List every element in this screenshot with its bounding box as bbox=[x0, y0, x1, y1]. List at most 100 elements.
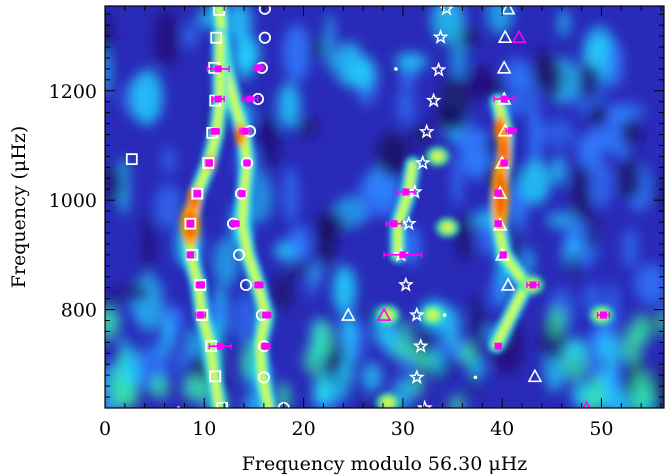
heatmap-patch bbox=[400, 319, 411, 342]
heatmap-patch bbox=[567, 252, 582, 280]
heatmap-patch bbox=[186, 327, 201, 359]
fitted-frequency-marker bbox=[494, 342, 502, 350]
x-tick-label: 10 bbox=[192, 418, 216, 440]
heatmap-patch bbox=[153, 10, 180, 67]
fitted-frequency-marker bbox=[390, 220, 398, 228]
fitted-frequency-marker bbox=[494, 220, 502, 228]
square-marker bbox=[194, 279, 207, 291]
x-tick-label: 50 bbox=[589, 418, 613, 440]
power-ridge bbox=[395, 162, 415, 257]
heatmap-patch bbox=[558, 9, 570, 37]
x-tick-label: 20 bbox=[291, 418, 315, 440]
heatmap-patch bbox=[233, 34, 260, 73]
triangle-marker bbox=[500, 6, 516, 15]
heatmap-patch bbox=[458, 341, 478, 366]
heatmap-patch bbox=[105, 47, 112, 97]
square-marker bbox=[184, 217, 197, 230]
heatmap-patch bbox=[205, 301, 226, 320]
square-marker bbox=[216, 402, 229, 408]
heatmap-patch bbox=[283, 166, 299, 223]
power-spot bbox=[426, 310, 439, 321]
triangle-marker bbox=[527, 368, 543, 383]
x-axis: 0 10 20 30 40 50 bbox=[99, 6, 662, 440]
fitted-frequency-marker bbox=[241, 127, 249, 135]
power-heatmap bbox=[105, 6, 664, 408]
square-marker bbox=[125, 153, 138, 166]
square-marker bbox=[191, 187, 204, 200]
heatmap-patch bbox=[542, 57, 564, 99]
heatmap-patch bbox=[361, 362, 383, 392]
heatmap-patch bbox=[400, 69, 416, 89]
circle-marker bbox=[240, 156, 254, 170]
heatmap-patch bbox=[161, 315, 172, 357]
heatmap-patch bbox=[488, 277, 506, 311]
star-marker bbox=[412, 337, 429, 353]
fitted-frequency-marker bbox=[499, 251, 507, 259]
heatmap-patch bbox=[634, 263, 664, 305]
heatmap-patch bbox=[466, 65, 495, 100]
heatmap-patch bbox=[396, 87, 416, 126]
heatmap-patch bbox=[552, 154, 566, 186]
heatmap-patch bbox=[470, 294, 485, 344]
heatmap-patch bbox=[142, 214, 155, 275]
heatmap-patch bbox=[565, 337, 585, 363]
heatmap-patch bbox=[605, 41, 624, 88]
star-marker bbox=[418, 123, 435, 139]
heatmap-patch bbox=[117, 362, 137, 379]
heatmap-patch bbox=[288, 223, 311, 265]
triangle-marker bbox=[511, 29, 527, 43]
fitted-frequency-marker bbox=[211, 127, 219, 135]
heatmap-patch bbox=[451, 35, 466, 80]
heatmap-patch bbox=[598, 328, 607, 360]
circle-marker bbox=[258, 6, 271, 15]
fitted-frequency-marker bbox=[231, 220, 239, 228]
triangle-marker bbox=[340, 307, 356, 321]
heatmap-patch bbox=[584, 208, 600, 253]
heatmap-patch bbox=[272, 273, 292, 309]
heatmap-patch bbox=[175, 346, 187, 376]
heatmap-patch bbox=[359, 398, 372, 408]
fitted-frequency-marker bbox=[500, 159, 508, 167]
fitted-frequency-marker bbox=[399, 251, 407, 259]
fitted-frequency-marker bbox=[262, 342, 270, 350]
heatmap-patch bbox=[255, 113, 280, 171]
fitted-frequency-marker bbox=[246, 95, 254, 103]
heatmap-patch bbox=[324, 13, 336, 73]
fitted-frequency-marker bbox=[205, 159, 213, 167]
heatmap-patch bbox=[607, 282, 619, 338]
heatmap-patch bbox=[357, 174, 382, 219]
heatmap-patch bbox=[602, 104, 633, 124]
heatmap-patch bbox=[547, 305, 567, 338]
heatmap-patch bbox=[528, 107, 543, 165]
heatmap-patch bbox=[154, 184, 183, 229]
heatmap-patch bbox=[622, 227, 639, 270]
heatmap-patch bbox=[224, 6, 253, 43]
heatmap-patch bbox=[350, 56, 377, 91]
x-tick-label: 0 bbox=[99, 418, 111, 440]
fitted-frequency-marker bbox=[186, 251, 194, 259]
heatmap-patch bbox=[275, 382, 291, 408]
fitted-frequency-marker bbox=[402, 188, 410, 196]
triangle-marker bbox=[497, 29, 513, 43]
heatmap-patch bbox=[658, 306, 664, 336]
heatmap-patch bbox=[457, 211, 472, 261]
circle-marker bbox=[257, 371, 270, 384]
heatmap-patch bbox=[183, 23, 197, 49]
fitted-frequency-marker bbox=[500, 95, 508, 103]
heatmap-patch bbox=[601, 335, 623, 371]
heatmap-patch bbox=[182, 374, 206, 402]
heatmap-patch bbox=[466, 151, 497, 170]
x-tick-label: 30 bbox=[391, 418, 415, 440]
fitted-frequency-marker bbox=[196, 311, 204, 319]
y-tick-label: 1200 bbox=[49, 81, 97, 103]
heatmap-patch bbox=[131, 69, 164, 126]
fitted-frequency-marker bbox=[193, 190, 201, 198]
heatmap-patch bbox=[232, 292, 258, 345]
heatmap-patch bbox=[334, 363, 351, 400]
triangle-marker bbox=[496, 60, 512, 74]
heatmap-patch bbox=[313, 371, 336, 408]
heatmap-patch bbox=[306, 264, 317, 298]
fitted-frequency-marker bbox=[507, 127, 515, 135]
heatmap-patch bbox=[312, 320, 335, 357]
star-marker bbox=[408, 369, 425, 385]
